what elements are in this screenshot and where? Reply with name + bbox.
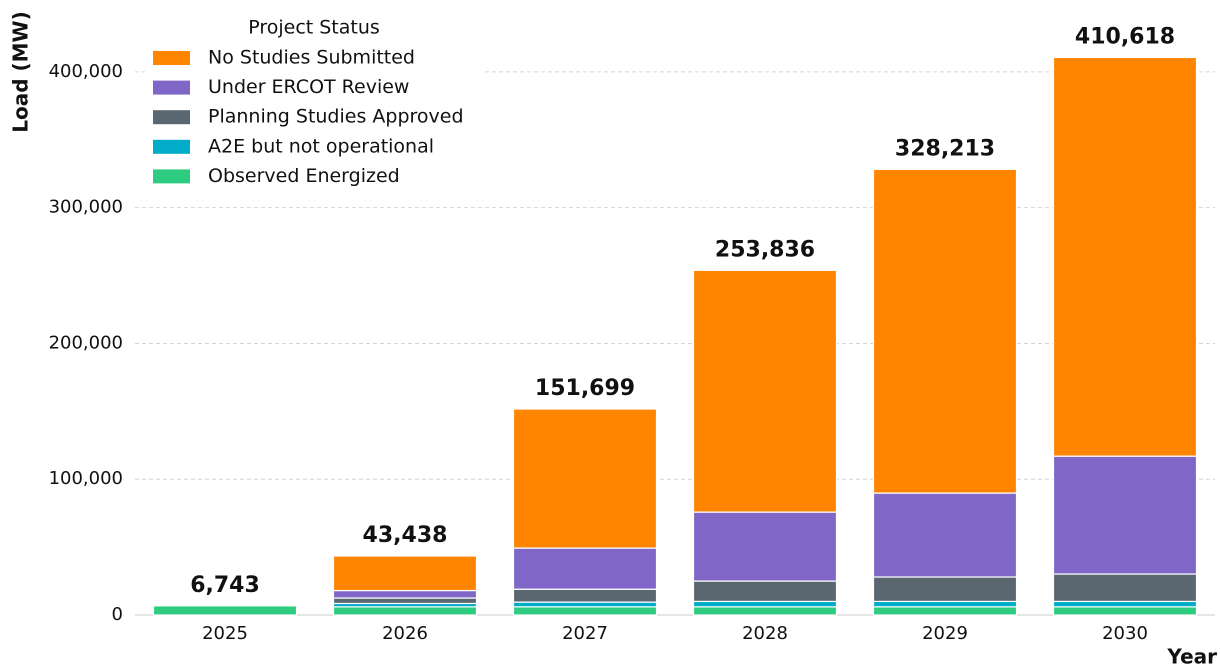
bar-segment <box>872 606 1018 616</box>
bar-segment <box>332 597 478 605</box>
bar-segment <box>692 269 838 513</box>
legend-label: No Studies Submitted <box>208 47 415 69</box>
bar-segment <box>512 606 658 616</box>
bar-segment <box>332 555 478 592</box>
bar-segment <box>872 600 1018 608</box>
bar-segment <box>872 168 1018 494</box>
bar-segment <box>872 576 1018 603</box>
x-axis-label: Year <box>1166 645 1217 669</box>
bar-segment <box>332 589 478 599</box>
legend-box <box>145 10 485 190</box>
total-label: 151,699 <box>535 376 635 401</box>
bar-segment <box>1052 606 1198 616</box>
total-label: 43,438 <box>363 523 448 548</box>
y-tick-label: 200,000 <box>49 332 123 353</box>
legend-swatch <box>153 51 190 65</box>
bar-segment <box>1052 455 1198 575</box>
total-label: 6,743 <box>190 573 260 598</box>
x-tick-label: 2027 <box>562 623 608 644</box>
total-label: 410,618 <box>1075 24 1175 49</box>
bar-segment <box>512 408 658 549</box>
bar-segment <box>152 605 298 616</box>
x-tick-label: 2030 <box>1102 623 1148 644</box>
x-tick-label: 2028 <box>742 623 788 644</box>
bar-segment <box>512 601 658 608</box>
bar-segment <box>1052 600 1198 608</box>
bar-segment <box>692 606 838 616</box>
legend-label: A2E but not operational <box>208 135 434 157</box>
bar-segment <box>512 588 658 603</box>
legend-swatch <box>153 110 190 125</box>
bar-segment <box>872 492 1018 578</box>
legend-label: Under ERCOT Review <box>208 76 409 98</box>
bar-segment <box>692 511 838 582</box>
x-tick-label: 2025 <box>202 623 248 644</box>
bar-segment <box>512 547 658 590</box>
legend-label: Planning Studies Approved <box>208 106 464 128</box>
y-axis-label: Load (MW) <box>9 11 33 133</box>
bar-segment <box>1052 56 1198 457</box>
bar-segment <box>1052 573 1198 603</box>
bar-segment <box>332 606 478 616</box>
total-label: 253,836 <box>715 237 815 262</box>
y-tick-label: 0 <box>112 604 123 625</box>
x-tick-label: 2026 <box>382 623 428 644</box>
bar-segment <box>692 600 838 608</box>
legend-swatch <box>153 139 190 154</box>
y-tick-label: 400,000 <box>49 61 123 82</box>
y-tick-label: 300,000 <box>49 197 123 218</box>
bar-segment <box>692 580 838 603</box>
y-tick-label: 100,000 <box>49 468 123 489</box>
legend-swatch <box>153 169 190 184</box>
legend-label: Observed Energized <box>208 165 400 187</box>
legend-swatch <box>153 80 190 95</box>
total-label: 328,213 <box>895 136 995 161</box>
legend-title: Project Status <box>248 17 380 39</box>
x-tick-label: 2029 <box>922 623 968 644</box>
